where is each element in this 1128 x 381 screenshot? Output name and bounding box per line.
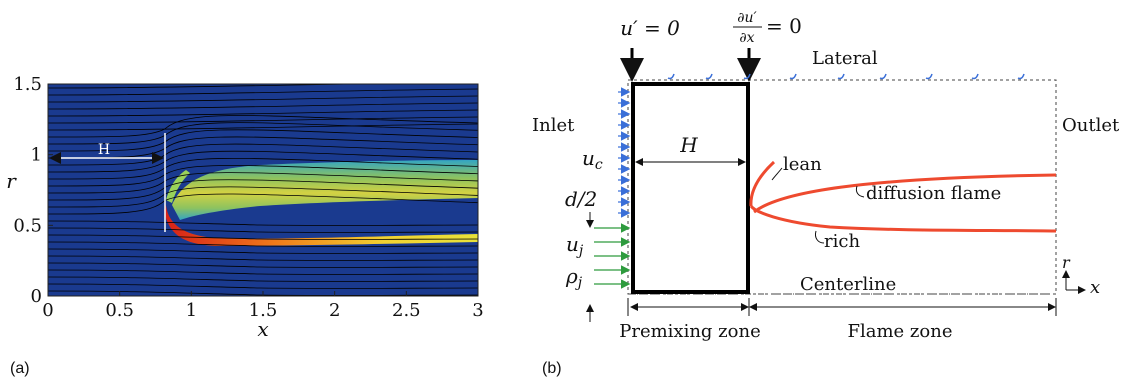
streamline [48, 123, 478, 131]
flame-upper-branch [753, 173, 1057, 214]
lateral-coflow-marks [667, 73, 1025, 80]
streamline [48, 150, 478, 173]
bc-left-text: u′ = 0 [620, 16, 680, 40]
streamline [48, 88, 478, 96]
flame-lean-branch [749, 160, 776, 207]
inlet-label: Inlet [532, 115, 575, 136]
bc-right-num: ∂u′ [737, 10, 757, 26]
bc-right-eq: = 0 [766, 14, 802, 38]
mini-axis-r-label: r [1062, 253, 1071, 272]
streamline [48, 255, 478, 261]
centerline-label: Centerline [800, 274, 896, 295]
streamline [48, 102, 478, 110]
y-tick-label: 1 [31, 145, 42, 166]
streamline [48, 269, 478, 275]
panel-a-label: (a) [10, 360, 30, 377]
d2-label: d/2 [565, 187, 597, 211]
panel-a: H 0 0.5 1 1.5 2 2.5 3 0 0.5 1 1.5 x r (a) [6, 74, 484, 377]
flame-zone-label: Flame zone [848, 321, 953, 342]
streamline [48, 157, 478, 180]
y-axis-label: r [6, 169, 17, 193]
streamline [48, 172, 478, 194]
jet-arrows [594, 223, 631, 289]
streamline [48, 276, 478, 282]
streamline [48, 248, 478, 254]
h-label-a: H [98, 142, 110, 158]
lateral-swirl-mark [743, 73, 751, 80]
x-tick-label: 2.5 [392, 300, 421, 321]
bc-right-den: ∂x [739, 30, 754, 46]
diffusion-pointer [855, 185, 865, 198]
lateral-swirl-mark [667, 73, 675, 80]
streamline [48, 262, 478, 268]
lean-label: lean [783, 154, 822, 175]
lateral-swirl-mark [837, 73, 845, 80]
coflow-arrows [618, 87, 631, 218]
lateral-swirl-mark [925, 73, 933, 80]
lateral-swirl-mark [789, 73, 797, 80]
streamline [48, 109, 478, 117]
streamline [48, 143, 478, 166]
uc-label: uc [582, 146, 603, 173]
x-tick-label: 1 [186, 300, 197, 321]
x-tick-label: 2 [329, 300, 340, 321]
streamline [48, 115, 478, 138]
y-ticks: 0 0.5 1 1.5 [13, 74, 53, 307]
lateral-swirl-mark [1017, 73, 1025, 80]
panel-b: u′ = 0 ∂u′ ∂x = 0 Lateral Inlet Outlet C… [532, 10, 1120, 377]
streamline [48, 95, 478, 103]
lateral-swirl-mark [971, 73, 979, 80]
outlet-label: Outlet [1062, 115, 1120, 136]
flame-band-hot [164, 205, 478, 246]
x-tick-label: 3 [472, 300, 483, 321]
y-tick-label: 1.5 [13, 74, 42, 95]
lateral-swirl-mark [705, 73, 713, 80]
h-label-b: H [679, 133, 698, 157]
premixing-zone-label: Premixing zone [619, 321, 761, 342]
streamline [48, 179, 478, 201]
premixing-box [631, 82, 750, 294]
rhoj-label: ρj [565, 264, 583, 291]
rich-label: rich [824, 231, 860, 252]
streamlines [48, 84, 478, 296]
x-tick-label: 0 [42, 300, 53, 321]
flame-band-upper [172, 160, 478, 220]
streamline [48, 84, 369, 89]
streamline [48, 241, 478, 247]
y-tick-label: 0.5 [13, 215, 42, 236]
mini-axis-x-label: x [1090, 277, 1100, 298]
x-axis-label: x [257, 317, 268, 341]
streamline [48, 122, 478, 145]
streamline [48, 283, 478, 289]
rich-pointer [815, 230, 825, 244]
streamline [48, 234, 478, 240]
diffusion-flame-label: diffusion flame [866, 183, 1001, 204]
x-ticks: 0 0.5 1 1.5 2 2.5 3 [42, 291, 484, 321]
lateral-label: Lateral [812, 48, 878, 69]
y-tick-label: 0 [31, 286, 42, 307]
flame-lean-tip [166, 170, 190, 203]
x-tick-label: 1.5 [249, 300, 278, 321]
streamline [48, 227, 478, 233]
flame-lower-branch [749, 204, 1057, 233]
streamline [48, 116, 478, 124]
streamline [48, 220, 478, 226]
lean-pointer [771, 167, 783, 181]
streamline [48, 186, 478, 208]
streamline [48, 193, 478, 215]
uj-label: uj [566, 232, 584, 259]
streamline [48, 290, 478, 296]
lateral-swirl-mark [879, 73, 887, 80]
streamline [48, 129, 478, 152]
panel-b-label: (b) [542, 360, 562, 377]
streamline [48, 165, 478, 187]
x-tick-label: 0.5 [105, 300, 134, 321]
